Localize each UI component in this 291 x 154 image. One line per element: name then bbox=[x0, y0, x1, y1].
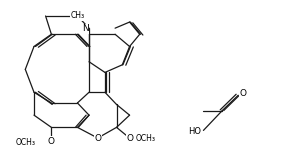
Text: CH₃: CH₃ bbox=[70, 11, 84, 20]
Text: N: N bbox=[82, 24, 89, 33]
Text: O: O bbox=[94, 134, 101, 143]
Text: O: O bbox=[126, 134, 133, 143]
Text: O: O bbox=[48, 137, 55, 146]
Text: OCH₃: OCH₃ bbox=[15, 138, 35, 147]
Text: O: O bbox=[240, 89, 247, 98]
Text: OCH₃: OCH₃ bbox=[136, 134, 155, 143]
Text: HO: HO bbox=[188, 127, 201, 136]
